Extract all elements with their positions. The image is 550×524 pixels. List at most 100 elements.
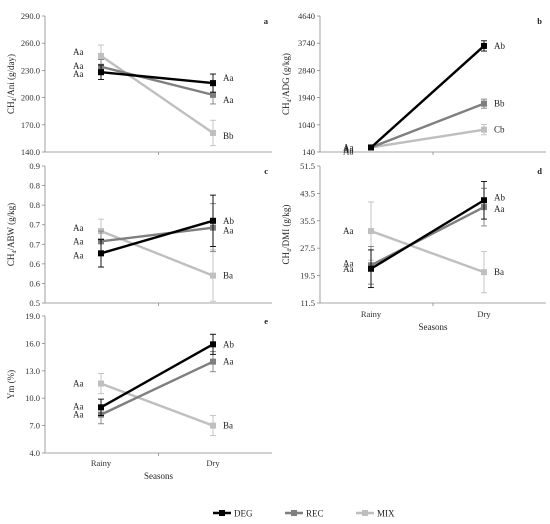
series-line	[100, 360, 214, 416]
series-mix: Aa Bb	[73, 44, 234, 147]
series-line	[370, 229, 485, 274]
significance-label: Aa	[223, 357, 234, 367]
y-axis-label: CH₄/ADG (g/kg)	[281, 53, 291, 115]
y-tick-label: 43.5	[300, 188, 315, 198]
y-tick-label: 10.0	[25, 393, 40, 403]
panel-a: 140.0 170.0 200.0 230.0 260.0 290.0 CH₄/Ani (g…	[6, 11, 272, 157]
x-axis-label: Seasons	[144, 471, 173, 481]
legend-label: DEG	[234, 509, 253, 519]
data-point	[98, 404, 104, 411]
series-line	[100, 226, 214, 243]
y-tick-label: 230.0	[21, 65, 40, 75]
legend-marker	[291, 510, 297, 516]
data-point	[368, 265, 374, 272]
y-tick-label: 11.5	[300, 298, 315, 308]
series-line	[370, 206, 485, 267]
data-point	[481, 197, 487, 204]
y-tick-label: 260.0	[21, 38, 40, 48]
significance-label: Aa	[343, 264, 354, 274]
legend-label: MIX	[377, 509, 395, 519]
significance-label: Bb	[494, 99, 505, 109]
series-line	[100, 219, 214, 255]
y-tick-label: 140	[302, 147, 315, 157]
y-tick-label: 1940	[298, 93, 315, 103]
y-tick-label: 7.0	[29, 421, 40, 431]
data-point	[98, 52, 104, 59]
x-tick-label: Dry	[477, 309, 491, 319]
legend-item-rec: REC	[285, 509, 324, 519]
data-point	[98, 380, 104, 387]
data-point	[481, 100, 487, 107]
series-mix: Aa Cb	[343, 124, 505, 152]
significance-label: Ba	[223, 271, 233, 281]
series-deg: Aa Ab	[343, 180, 505, 289]
data-point	[210, 422, 216, 429]
significance-label: Aa	[73, 223, 84, 233]
y-axis-label: CH₄/DMI (g/kg)	[281, 205, 291, 265]
significance-label: Aa	[343, 226, 354, 236]
series-line	[100, 71, 214, 85]
y-axis-label: CH₄/ABW (g/kg)	[6, 203, 16, 266]
significance-label: Aa	[343, 258, 354, 268]
panel-letter: c	[264, 166, 268, 176]
significance-label: Aa	[73, 69, 84, 79]
significance-label: Aa	[343, 144, 354, 154]
y-axis-label: Ym (%)	[6, 370, 16, 399]
significance-label: Cb	[494, 125, 505, 135]
significance-label: Bb	[223, 131, 234, 141]
panel-c: 0.5 0.6 0.6 0.7 0.7 0.8 0.8 0.9 CH₄/ABW (g/kg) c A…	[6, 161, 272, 308]
y-tick-label: 27.5	[300, 243, 315, 253]
panel-letter: d	[537, 166, 542, 176]
series-deg: Aa Aa	[73, 64, 234, 93]
data-point	[210, 91, 216, 98]
y-tick-label: 170.0	[21, 120, 40, 130]
significance-label: Aa	[223, 73, 234, 83]
panel-e: 4.0 7.0 10.0 13.0 16.0 19.0 Ym (%) e Rainy Dry Sea…	[6, 311, 272, 481]
series-line	[100, 343, 214, 409]
data-point	[210, 217, 216, 224]
series-line	[370, 102, 485, 149]
series-line	[100, 54, 214, 134]
significance-label: Ba	[223, 421, 233, 431]
significance-label: Aa	[73, 250, 84, 260]
y-tick-label: 0.7	[29, 220, 40, 230]
y-tick-label: 19.0	[25, 311, 40, 321]
x-tick-label: Rainy	[361, 309, 382, 319]
series-mix: Aa Ba	[343, 201, 504, 294]
y-tick-label: 16.0	[25, 338, 40, 348]
data-point	[210, 341, 216, 348]
panel-letter: a	[264, 16, 269, 26]
data-point	[210, 358, 216, 365]
x-tick-label: Dry	[206, 458, 220, 468]
y-tick-label: 0.6	[29, 259, 40, 269]
y-tick-label: 35.5	[300, 216, 315, 226]
y-tick-label: 0.8	[29, 181, 40, 191]
significance-label: Aa	[223, 226, 234, 236]
series-line	[100, 382, 214, 427]
y-tick-label: 0.6	[29, 278, 40, 288]
legend-marker	[219, 510, 225, 516]
significance-label: Ab	[494, 192, 505, 202]
significance-label: Aa	[73, 410, 84, 420]
legend-item-deg: DEG	[213, 509, 253, 519]
panel-d: 11.5 19.5 27.5 35.5 43.5 51.5 CH₄/DMI (g/kg) d R…	[281, 161, 546, 332]
series-rec: Aa Aa	[73, 203, 234, 253]
y-tick-label: 0.9	[29, 161, 40, 171]
significance-label: Ab	[223, 339, 234, 349]
legend-marker	[362, 510, 368, 516]
series-line	[370, 199, 485, 270]
x-axis-label: Seasons	[419, 322, 448, 332]
y-tick-label: 13.0	[25, 366, 40, 376]
y-tick-label: 200.0	[21, 93, 40, 103]
significance-label: Aa	[343, 142, 354, 152]
data-point	[481, 42, 487, 49]
panel-letter: b	[537, 16, 542, 26]
significance-label: Aa	[73, 61, 84, 71]
series-line	[370, 45, 485, 149]
y-tick-label: 1040	[298, 120, 315, 130]
data-point	[210, 129, 216, 136]
significance-label: Aa	[73, 379, 84, 389]
series-mix: Aa Ba	[73, 218, 233, 302]
